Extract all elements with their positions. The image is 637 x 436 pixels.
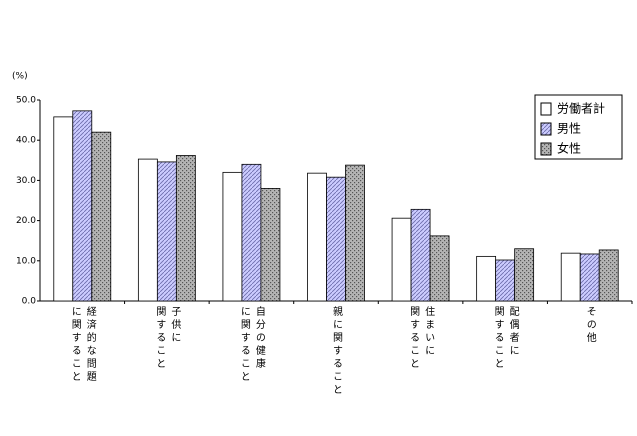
bar xyxy=(72,110,93,302)
x-tick-label: 親に関すること xyxy=(330,306,342,397)
y-tick-label: 30.0 xyxy=(16,176,36,186)
x-tick-label: 子供に 関すること xyxy=(153,306,180,371)
x-tick-label: 住まいに 関すること xyxy=(407,306,434,371)
legend-label: 女性 xyxy=(557,141,581,156)
legend-swatch xyxy=(540,142,552,156)
bar xyxy=(53,116,74,302)
bar xyxy=(579,253,600,302)
legend-swatch xyxy=(540,102,552,116)
bar xyxy=(91,131,112,302)
bar xyxy=(560,252,581,302)
bar xyxy=(222,171,243,302)
y-tick-label: 40.0 xyxy=(16,136,36,146)
x-tick-label: 自分の健康 に関すること xyxy=(238,306,265,384)
bar xyxy=(410,208,431,302)
bar xyxy=(241,163,262,302)
legend-label: 男性 xyxy=(557,122,581,136)
bar xyxy=(391,217,412,302)
bar xyxy=(476,255,497,302)
bar xyxy=(598,249,619,302)
bar xyxy=(307,172,327,302)
bar xyxy=(429,235,450,302)
legend-label: 労働者計 xyxy=(557,101,605,116)
y-unit: (%) xyxy=(12,72,28,82)
y-tick-label: 50.0 xyxy=(16,96,36,106)
bar xyxy=(345,164,365,302)
bar xyxy=(156,161,177,302)
bar xyxy=(137,158,158,302)
bar xyxy=(260,188,281,302)
x-tick-label: 経済的な問題 に関すること xyxy=(69,306,96,384)
x-tick-label: その他 xyxy=(584,306,596,345)
bar xyxy=(175,155,196,302)
y-tick-label: 10.0 xyxy=(16,256,36,266)
x-tick-label: 配偶者に 関すること xyxy=(492,306,519,371)
y-tick-label: 0.0 xyxy=(22,297,37,307)
bar xyxy=(495,259,516,302)
legend-swatch xyxy=(540,122,552,136)
bar xyxy=(326,176,346,302)
bar xyxy=(514,248,535,302)
y-tick-label: 20.0 xyxy=(16,216,36,226)
